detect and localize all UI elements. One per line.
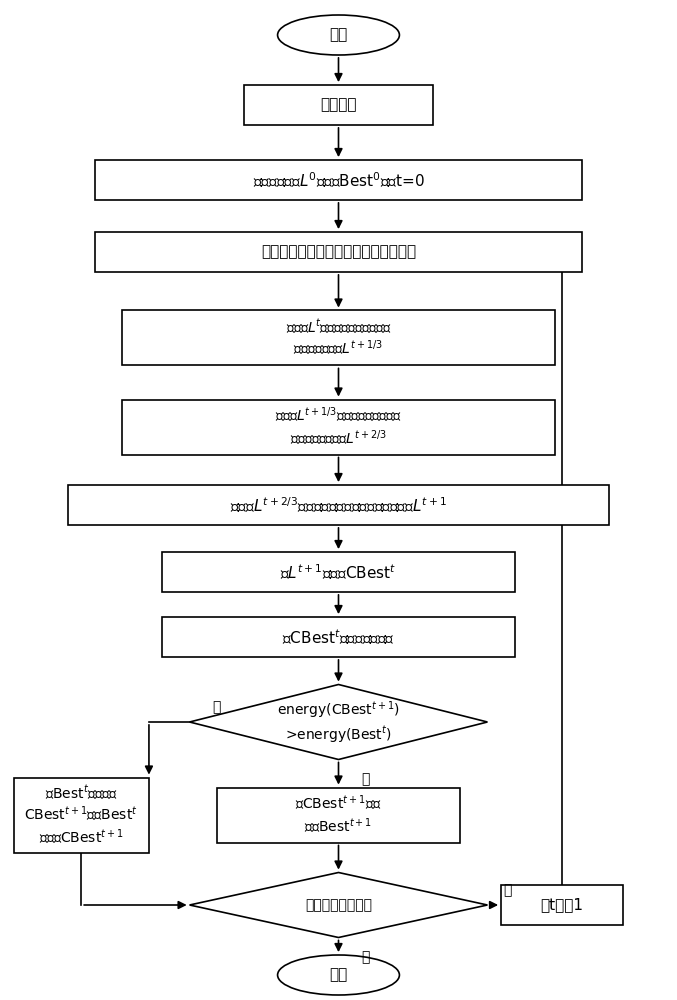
FancyBboxPatch shape bbox=[217, 788, 460, 842]
Text: 开始: 开始 bbox=[330, 27, 347, 42]
Text: 用三维移动模式序列对智能体进行解码: 用三维移动模式序列对智能体进行解码 bbox=[261, 244, 416, 259]
Text: 初始化智能体$L^0$，更新Best$^0$，令t=0: 初始化智能体$L^0$，更新Best$^0$，令t=0 bbox=[253, 170, 424, 190]
FancyBboxPatch shape bbox=[122, 310, 555, 365]
Text: 把CBest$^{t+1}$的值
赋予Best$^{t+1}$: 把CBest$^{t+1}$的值 赋予Best$^{t+1}$ bbox=[295, 794, 382, 836]
FancyBboxPatch shape bbox=[162, 552, 515, 592]
FancyBboxPatch shape bbox=[95, 160, 582, 200]
FancyBboxPatch shape bbox=[162, 617, 515, 657]
Text: 是: 是 bbox=[362, 950, 370, 964]
Text: 对网格$L^{t+1/3}$中每个智能体作用邻
域交叉算子，得到$L^{t+2/3}$: 对网格$L^{t+1/3}$中每个智能体作用邻 域交叉算子，得到$L^{t+2/… bbox=[276, 406, 401, 448]
Text: 是: 是 bbox=[362, 772, 370, 786]
Text: 否: 否 bbox=[213, 700, 221, 714]
Text: 对网格$L^t$中每个智能体作用邻域
竞争算子，得到$L^{t+1/3}$: 对网格$L^t$中每个智能体作用邻域 竞争算子，得到$L^{t+1/3}$ bbox=[286, 318, 391, 358]
Text: 参数设定: 参数设定 bbox=[320, 98, 357, 112]
FancyBboxPatch shape bbox=[501, 885, 623, 925]
FancyBboxPatch shape bbox=[122, 399, 555, 454]
Ellipse shape bbox=[278, 955, 399, 995]
Text: 对网格$L^{t+2/3}$中每个智能体作用变异算子，得到$L^{t+1}$: 对网格$L^{t+2/3}$中每个智能体作用变异算子，得到$L^{t+1}$ bbox=[230, 495, 447, 515]
Polygon shape bbox=[190, 684, 487, 760]
Text: energy(CBest$^{t+1}$)
>energy(Best$^t$): energy(CBest$^{t+1}$) >energy(Best$^t$) bbox=[277, 699, 400, 745]
FancyBboxPatch shape bbox=[244, 85, 433, 125]
Text: 结束: 结束 bbox=[330, 968, 347, 982]
Text: 是否满足终止准则: 是否满足终止准则 bbox=[305, 898, 372, 912]
Text: 否: 否 bbox=[504, 883, 512, 897]
Text: 令t自加1: 令t自加1 bbox=[540, 898, 584, 912]
FancyBboxPatch shape bbox=[14, 778, 149, 852]
Text: 对CBest$^t$执行自学习算子: 对CBest$^t$执行自学习算子 bbox=[282, 627, 395, 647]
Text: 从$L^{t+1}$中找到CBest$^t$: 从$L^{t+1}$中找到CBest$^t$ bbox=[280, 562, 397, 582]
FancyBboxPatch shape bbox=[95, 232, 582, 272]
Text: 把Best$^t$的值赋予
CBest$^{t+1}$，把Best$^t$
的值赋CBest$^{t+1}$: 把Best$^t$的值赋予 CBest$^{t+1}$，把Best$^t$ 的值… bbox=[24, 783, 138, 847]
FancyBboxPatch shape bbox=[68, 485, 609, 525]
Ellipse shape bbox=[278, 15, 399, 55]
Polygon shape bbox=[190, 872, 487, 938]
